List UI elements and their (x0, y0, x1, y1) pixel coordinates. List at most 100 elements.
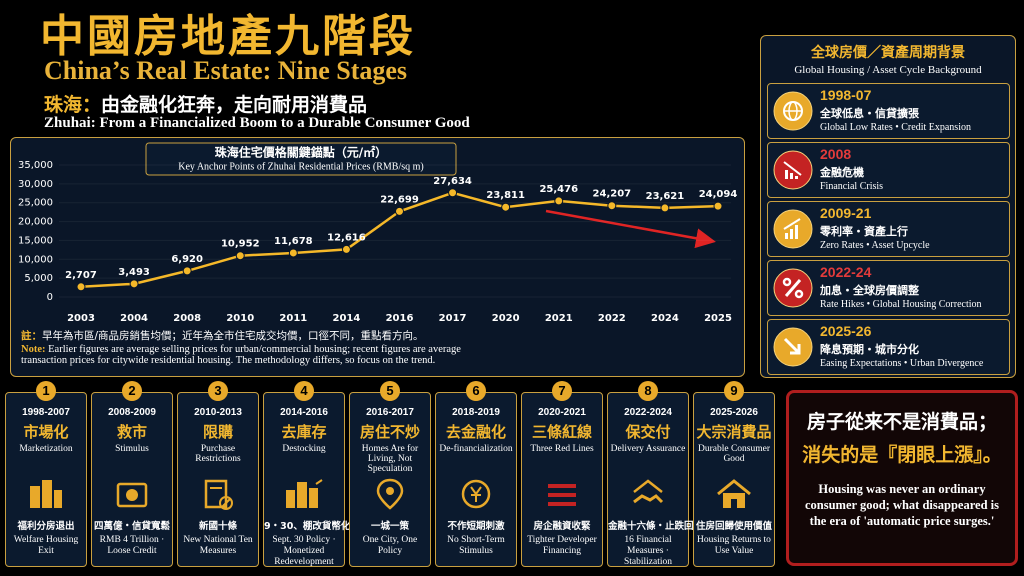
value-label: 3,493 (118, 267, 150, 278)
sidebar-icon (773, 91, 813, 131)
stage-detail-zh: 房企融資收緊 (533, 521, 591, 532)
stage-icon (204, 479, 233, 510)
quote-box: 房子從来不是消費品； 消失的是『閉眼上漲』。 Housing was never… (786, 390, 1018, 566)
sidebar-en: Financial Crisis (820, 181, 884, 192)
sidebar-item: 2025-26 降息預期・城市分化 Easing Expectations • Ur… (767, 319, 1010, 375)
value-label: 10,952 (221, 239, 260, 250)
stage-number: 9 (724, 381, 744, 401)
stage-detail-en: Housing Returns to Use Value (697, 535, 771, 556)
sidebar-zh: 零利率・資產上行 (820, 225, 908, 238)
stage-period: 2018-2019 (452, 407, 500, 418)
stage-card: 1 1998-2007 市場化 Marketization 福利分房退出 Welfare … (5, 381, 87, 567)
trend-arrow (545, 209, 716, 249)
stage-period: 2016-2017 (366, 407, 414, 418)
stage-en: Stimulus (115, 444, 149, 454)
price-point (713, 201, 723, 211)
y-tick-label: 25,000 (18, 198, 53, 209)
x-tick-label: 2011 (279, 313, 307, 324)
price-point (129, 279, 139, 289)
stage-zh: 房住不炒 (359, 423, 420, 441)
stage-period: 2014-2016 (280, 407, 328, 418)
x-tick-label: 2020 (492, 313, 520, 324)
stage-icon (717, 479, 751, 508)
title-en: China’s Real Estate: Nine Stages (44, 56, 408, 85)
y-tick-label: 0 (47, 292, 53, 303)
subtitle-en: Zhuhai: From a Financialized Boom to a D… (44, 115, 470, 131)
x-tick-label: 2004 (120, 313, 148, 324)
stage-detail-zh: 住房回歸使用價值 (695, 521, 772, 532)
price-point (554, 196, 564, 206)
stage-card: 6 2018-2019 去金融化 De-financialization 不作短期刺激 N… (435, 381, 517, 567)
title: 中國房地產九階段 (40, 11, 416, 62)
stage-detail-zh: 金融十六條・止跌回穩 (608, 521, 704, 532)
sidebar-icon (773, 327, 813, 367)
stage-en: Destocking (282, 444, 326, 454)
value-label: 6,920 (171, 254, 203, 265)
price-point (182, 266, 192, 276)
stage-en: Delivery Assurance (610, 444, 686, 454)
stage-card: 7 2020-2021 三條紅線 Three Red Lines 房企融資收緊 Tight… (521, 381, 603, 567)
x-tick-label: 2024 (651, 313, 679, 324)
value-label: 24,207 (593, 189, 632, 200)
stage-number: 4 (294, 381, 314, 401)
x-tick-label: 2003 (67, 313, 95, 324)
sidebar-period: 1998-07 (820, 87, 872, 103)
sidebar-item: 1998-07 全球低息・信貸擴張 Global Low Rates • Credi… (767, 83, 1010, 139)
stage-en: Homes Are for Living, Not Speculation (361, 444, 419, 474)
note-en-text: Earlier figures are average selling pric… (21, 344, 461, 366)
stage-detail-en: New National Ten Measures (183, 535, 253, 556)
sidebar-item: 2022-24 加息・全球房價調整 Rate Hikes • Global Hous… (767, 260, 1010, 316)
y-tick-label: 5,000 (24, 273, 53, 284)
stage-en: Three Red Lines (530, 444, 594, 454)
price-point (607, 201, 617, 211)
sidebar-icon (773, 268, 813, 308)
stage-en: Purchase Restrictions (195, 444, 241, 464)
x-tick-label: 2016 (386, 313, 414, 324)
stage-card: 3 2010-2013 限購 Purchase Restrictions 新國十條 New… (177, 381, 259, 567)
sidebar-en: Rate Hikes • Global Housing Correction (820, 299, 982, 310)
quote-line-1: 房子從来不是消費品； (806, 411, 997, 433)
stage-period: 2020-2021 (538, 407, 586, 418)
stage-card: 4 2014-2016 去庫存 Destocking 9・30、棚改貨幣化 Sept. 3… (263, 381, 351, 567)
note: 註：早年為市區/商品房銷售均價；近年為全市住宅成交均價，口徑不同，重點看方向。 (21, 330, 731, 343)
note-label: 註： (21, 330, 42, 342)
chart-title-box (145, 142, 457, 176)
x-tick-label: 2014 (332, 313, 360, 324)
sidebar-zh: 金融危機 (820, 166, 864, 179)
stage-card: 8 2022-2024 保交付 Delivery Assurance 金融十六條・止跌回… (607, 381, 704, 567)
value-label: 2,707 (65, 270, 97, 281)
price-point (76, 282, 86, 292)
stage-period: 1998-2007 (22, 407, 70, 418)
value-label: 24,094 (699, 189, 738, 200)
sidebar-period: 2025-26 (820, 323, 872, 339)
stage-card: 2 2008-2009 救市 Stimulus 四萬億・信貸寬鬆 RMB 4 Trilli… (91, 381, 173, 567)
sidebar-zh: 全球低息・信貸擴張 (820, 107, 919, 120)
x-tick-label: 2022 (598, 313, 626, 324)
note-text: 早年為市區/商品房銷售均價；近年為全市住宅成交均價，口徑不同，重點看方向。 (42, 330, 424, 342)
value-label: 23,811 (486, 190, 525, 201)
x-tick-label: 2010 (226, 313, 254, 324)
stage-detail-en: Tighter Developer Financing (527, 535, 597, 556)
price-point (448, 188, 458, 198)
stage-card: 5 2016-2017 房住不炒 Homes Are for Living, Not … (349, 381, 431, 567)
sidebar-period: 2009-21 (820, 205, 872, 221)
stage-zh: 限購 (202, 423, 233, 441)
y-tick-label: 20,000 (18, 217, 53, 228)
sidebar-icon (773, 209, 813, 249)
stage-icon (461, 479, 491, 509)
stage-icon (633, 479, 664, 504)
y-tick-label: 30,000 (18, 179, 53, 190)
sidebar-title: 全球房價／資產周期背景 (811, 45, 965, 61)
y-tick-label: 35,000 (18, 160, 53, 171)
stage-detail-zh: 9・30、棚改貨幣化 (264, 521, 351, 532)
sidebar-icon (773, 150, 813, 190)
x-tick-label: 2008 (173, 313, 201, 324)
sidebar-en: Easing Expectations • Urban Divergence (820, 358, 984, 369)
chart-title: 珠海住宅價格關鍵錨點（元/㎡） (215, 145, 387, 160)
y-tick-label: 15,000 (18, 235, 53, 246)
sidebar-en: Global Low Rates • Credit Expansion (820, 122, 971, 133)
stage-zh: 保交付 (625, 423, 671, 441)
stage-detail-zh: 不作短期刺激 (447, 521, 505, 532)
x-tick-label: 2021 (545, 313, 573, 324)
